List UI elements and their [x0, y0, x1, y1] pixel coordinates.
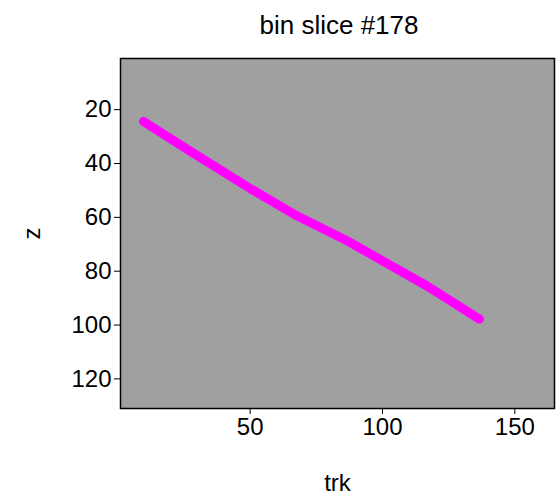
html-text:bin slice #178: bin slice #178: [259, 10, 419, 40]
svg-text:100: 100: [362, 413, 402, 440]
svg-text:60: 60: [85, 203, 112, 230]
svg-text:40: 40: [85, 149, 112, 176]
svg-text:trk: trk: [324, 469, 352, 496]
svg-text:150: 150: [495, 413, 535, 440]
svg-text:50: 50: [237, 413, 264, 440]
svg-text:20: 20: [85, 95, 112, 122]
svg-text:120: 120: [71, 365, 111, 392]
svg-text:80: 80: [85, 257, 112, 284]
svg-text:z: z: [18, 228, 45, 240]
svg-text:100: 100: [71, 311, 111, 338]
